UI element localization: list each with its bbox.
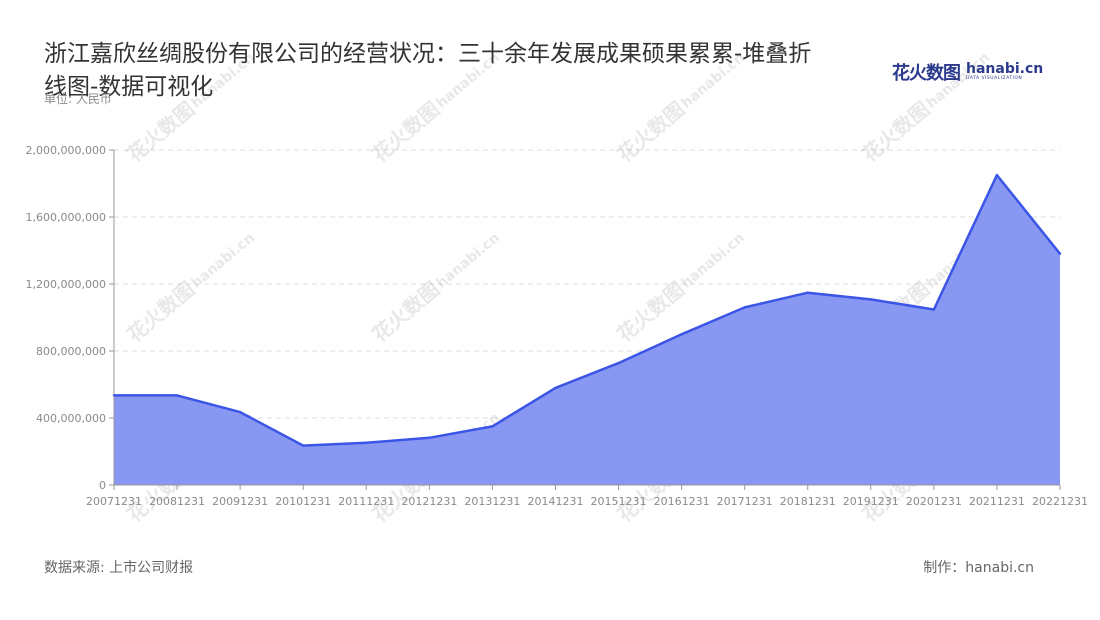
data-point: [491, 425, 494, 428]
x-tick-label: 20141231: [527, 495, 583, 508]
x-tick-label: 20111231: [338, 495, 394, 508]
x-tick-label: 20081231: [149, 495, 205, 508]
y-tick-label: 400,000,000: [36, 412, 106, 425]
x-tick-label: 20151231: [591, 495, 647, 508]
x-tick-label: 20101231: [275, 495, 331, 508]
logo-en-text: hanabi.cn: [966, 61, 1044, 78]
watermark-cn: 花火数图: [367, 277, 444, 347]
x-tick-label: 20221231: [1032, 495, 1088, 508]
data-point: [175, 394, 179, 397]
y-tick-label: 2,000,000,000: [26, 144, 106, 157]
watermark-en: hanabi.cn: [678, 230, 747, 292]
x-tick-label: 20181231: [780, 495, 836, 508]
watermark-cn: 花火数图: [612, 97, 689, 167]
watermark-en: hanabi.cn: [433, 230, 502, 292]
data-point: [554, 386, 557, 390]
logo-cn-text: 花火数图: [892, 63, 961, 84]
y-tick-label: 800,000,000: [36, 345, 106, 358]
watermark-en: hanabi.cn: [188, 50, 257, 112]
data-point: [365, 441, 368, 444]
data-point: [743, 306, 746, 309]
chart-title: 浙江嘉欣丝绸股份有限公司的经营状况：三十余年发展成果硕果累累-堆叠折线图-数据可…: [44, 41, 812, 100]
data-point: [869, 298, 872, 301]
data-point: [617, 361, 620, 365]
y-tick-label: 1,200,000,000: [26, 278, 106, 291]
x-tick-label: 20191231: [843, 495, 899, 508]
data-point: [238, 410, 242, 414]
y-axis-ticks: 0 400,000,000 800,000,000 1,200,000,000 1,60…: [26, 144, 114, 492]
series-line: [114, 173, 1061, 447]
watermark-cn: 花火数图: [857, 97, 934, 167]
y-tick-label: 1,600,000,000: [26, 211, 106, 224]
watermark-cn: 花火数图: [122, 97, 199, 167]
x-tick-label: 20131231: [464, 495, 520, 508]
unit-label: 单位: 人民币: [44, 92, 112, 106]
y-tick-label: 0: [99, 479, 106, 492]
logo-sub-text: DATA VISUALIZATION: [966, 76, 1023, 82]
watermark-cn: 花火数图: [122, 277, 199, 347]
data-point: [1058, 252, 1062, 256]
watermark-cn: 花火数图: [367, 97, 444, 167]
data-points: [112, 173, 1062, 447]
data-point: [428, 436, 431, 439]
x-tick-label: 20161231: [654, 495, 710, 508]
data-point: [806, 291, 809, 294]
data-point: [932, 308, 936, 311]
watermark-en: hanabi.cn: [923, 50, 992, 112]
x-tick-label: 20201231: [906, 495, 962, 508]
watermark-en: hanabi.cn: [188, 230, 257, 292]
x-axis-ticks: 20071231 20081231 20091231 20101231 20111231…: [86, 485, 1088, 508]
data-point: [302, 444, 305, 447]
x-tick-label: 20121231: [401, 495, 457, 508]
maker-credit: 制作：hanabi.cn: [923, 560, 1034, 576]
brand-logo: 花火数图 hanabi.cn DATA VISUALIZATION: [892, 60, 1043, 84]
area-fill: [114, 175, 1060, 485]
watermark-en: hanabi.cn: [678, 50, 747, 112]
data-point: [112, 394, 116, 397]
x-tick-label: 20091231: [212, 495, 268, 508]
data-source: 数据来源: 上市公司财报: [44, 560, 194, 576]
x-tick-label: 20211231: [969, 495, 1025, 508]
x-tick-label: 20171231: [717, 495, 773, 508]
data-point: [995, 173, 999, 177]
data-point: [680, 333, 683, 336]
watermark-en: hanabi.cn: [433, 50, 502, 112]
axes: [113, 150, 1060, 486]
x-tick-label: 20071231: [86, 495, 142, 508]
